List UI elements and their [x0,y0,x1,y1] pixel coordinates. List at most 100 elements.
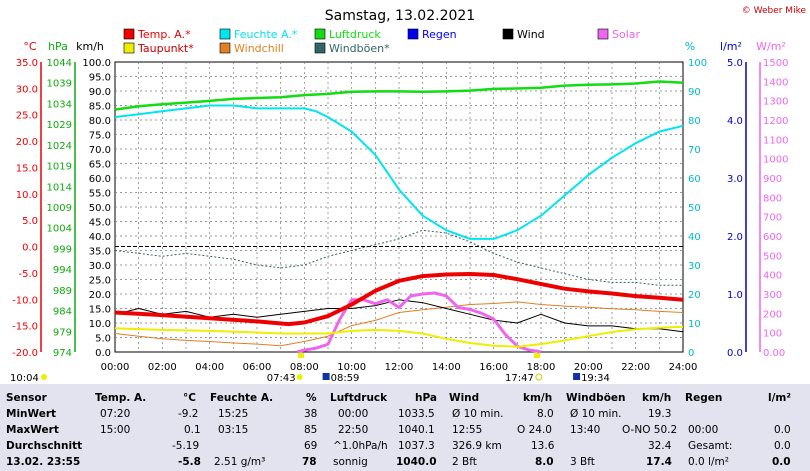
temp-tick-label: 25.0 [16,111,38,122]
stats-header-press: Luftdruck [330,392,388,404]
solar-tick-label: 400 [763,271,782,282]
solar-tick-label: 900 [763,174,782,185]
gust-avg: 19.3 [648,408,672,420]
press-max-time: 22:50 [338,424,369,436]
pressure-tick-label: 1024 [47,141,72,152]
press-min: 1033.5 [398,408,435,420]
wind-tick-label: 80.0 [89,116,111,127]
stats-header-press-unit: hPa [415,392,437,404]
pressure-tick-label: 994 [53,265,72,276]
pressure-tick-label: 1014 [47,182,72,193]
legend-swatch [123,28,135,40]
press-trend: ^1.0hPa/h [333,440,388,452]
solar-tick-label: 300 [763,290,782,301]
wind-tick-label: 15.0 [89,305,111,316]
hum-now: 78 [302,456,317,468]
temp-tick-label: 15.0 [16,163,38,174]
wind-distance: 326.9 km [452,440,502,452]
copyright-label: © Weber Mike [742,6,807,16]
sunrise-tick [298,353,304,358]
wind-tick-label: 50.0 [89,203,111,214]
pressure-axis-unit: hPa [48,40,68,53]
moonset-label: 10:04 [10,373,39,384]
series-line-feuchte-a [114,104,684,240]
sunset-icon [535,373,543,381]
row-label-now: 13.02. 23:55 [6,456,81,468]
humidity-tick-label: 10 [688,319,701,330]
humidity-tick-label: 90 [688,87,701,98]
press-min-time: 00:00 [338,408,369,420]
solar-end-label: 19:34 [581,373,610,384]
stats-header-sensor: Sensor [6,392,47,404]
solar-tick-label: 0.00 [763,348,785,359]
time-tick-label: 22:00 [621,362,650,373]
stats-header-hum: Feuchte A. [210,392,274,404]
time-tick-label: 02:00 [148,362,177,373]
stats-header-wind-unit: km/h [523,392,553,404]
wind-tick-label: 85.0 [89,102,111,113]
wind-now: 8.0 [535,456,554,468]
wind-tick-label: 25.0 [89,276,111,287]
legend-label: Windböen* [329,42,390,55]
chart-title: Samstag, 13.02.2021 [325,8,475,24]
time-tick-label: 08:00 [290,362,319,373]
hum-max-time: 03:15 [218,424,249,436]
hum-min: 38 [304,408,318,420]
legend-label: Luftdruck [329,28,381,41]
temp-tick-label: -20.0 [12,348,38,359]
wind-tick-label: 20.0 [89,290,111,301]
wind-tick-label: 10.0 [89,319,111,330]
legend-swatch [314,42,326,54]
time-tick-label: 24:00 [669,362,698,373]
gust-max-dir: O-NO 50.2 [622,424,678,436]
time-tick-label: 18:00 [527,362,556,373]
temp-min: -9.2 [178,408,199,420]
temp-tick-label: 0.0 [22,243,38,254]
row-label-max: MaxWert [6,424,59,436]
temp-tick-label: 20.0 [16,137,38,148]
wind-axis-unit: km/h [76,40,104,53]
solar-tick-label: 200 [763,309,782,320]
time-tick-label: 00:00 [101,362,130,373]
rain-tick-label: 2.0 [727,232,743,243]
wind-tick-label: 95.0 [89,73,111,84]
legend-label: Wind [517,28,545,41]
time-tick-label: 10:00 [337,362,366,373]
humidity-tick-label: 30 [688,261,701,272]
pressure-tick-label: 984 [53,307,72,318]
solar-tick-label: 1200 [763,116,788,127]
rain-tick-label: 4.0 [727,116,743,127]
wind-tick-label: 30.0 [89,261,111,272]
press-now-text: sonnig [333,456,368,468]
humidity-axis-unit: % [685,40,695,53]
stats-header-temp: Temp. A. [95,392,147,404]
sunset-label: 17:47 [505,373,534,384]
solar-end-icon [573,373,581,380]
legend-swatch [407,28,419,40]
sunrise-label: 07:43 [267,373,296,384]
stats-header-hum-unit: % [306,392,317,404]
temp-avg: -5.19 [172,440,200,452]
legend-label: Windchill [234,42,284,55]
row-label-avg: Durchschnitt [6,440,83,452]
wind-avg-label: Ø 10 min. [452,408,504,420]
solar-tick-label: 500 [763,251,782,262]
time-tick-label: 04:00 [195,362,224,373]
legend-label: Temp. A.* [137,28,191,41]
pressure-tick-label: 1034 [47,99,72,110]
sunrise-icon [296,374,303,380]
pressure-tick-label: 979 [53,327,72,338]
wind-tick-label: 60.0 [89,174,111,185]
wind-tick-label: 45.0 [89,218,111,229]
temp-axis-unit: °C [23,40,37,53]
legend-swatch [597,28,609,40]
wind-tick-label: 90.0 [89,87,111,98]
legend-swatch [123,42,135,54]
legend-label: Regen [422,28,457,41]
legend-swatch [502,28,514,40]
rain-max: 0.0 [774,424,791,436]
rain-tick-label: 3.0 [727,174,743,185]
wind-tick-label: 75.0 [89,131,111,142]
rain-tick-label: 0.0 [727,348,743,359]
press-trend-value: 1037.3 [398,440,435,452]
